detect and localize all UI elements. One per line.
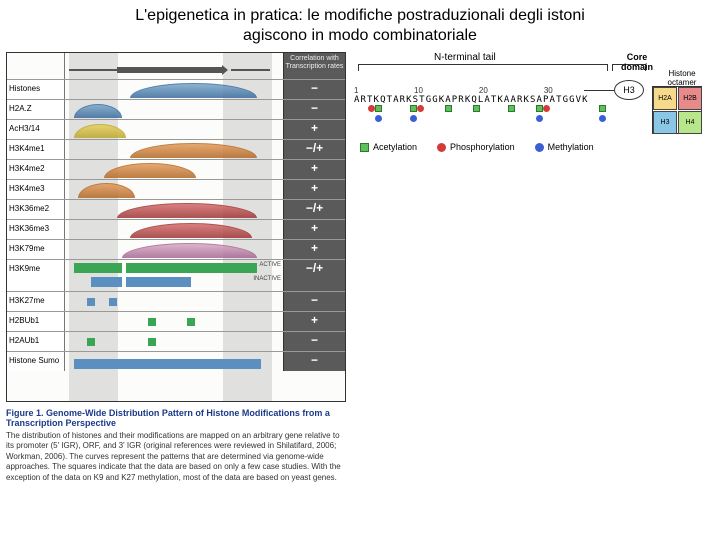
histone-tail-diagram: N-terminal tail Core domain Histone octa… <box>354 52 704 172</box>
h3-connector <box>584 90 614 91</box>
row-label: H2BUb1 <box>7 312 65 331</box>
row-label: AcH3/14 <box>7 120 65 139</box>
content: Correlation withTranscription rates Histo… <box>0 48 720 483</box>
figure-caption: Figure 1. Genome-Wide Distribution Patte… <box>6 408 346 483</box>
row-label: H2A.Z <box>7 100 65 119</box>
caption-title: Figure 1. Genome-Wide Distribution Patte… <box>6 408 346 428</box>
corr-value: −/+ <box>283 200 345 219</box>
right-panel: N-terminal tail Core domain Histone octa… <box>354 52 704 483</box>
aa-sequence: ARTKQTARKSTGGKAPRKQLATKAARKSAPATGGVK <box>354 95 614 105</box>
corr-value: + <box>283 312 345 331</box>
corr-value: + <box>283 220 345 239</box>
legend-item: Methylation <box>535 142 594 152</box>
row-label: H2AUb1 <box>7 332 65 351</box>
row-label: Histones <box>7 80 65 99</box>
octamer-cell: H2A <box>653 87 677 110</box>
corr-value: + <box>283 180 345 199</box>
row-label: H3K36me2 <box>7 200 65 219</box>
ntail-bracket <box>358 64 608 70</box>
row-label: H3K4me3 <box>7 180 65 199</box>
octamer-cell: H2B <box>678 87 702 110</box>
corr-value: + <box>283 160 345 179</box>
row-label: Histone Sumo <box>7 352 65 371</box>
page-title: L'epigenetica in pratica: le modifiche p… <box>0 0 720 48</box>
corr-value: − <box>283 332 345 351</box>
corr-value: + <box>283 120 345 139</box>
core-label: Core domain <box>612 52 662 72</box>
modification-legend: Acetylation Phosphorylation Methylation <box>360 142 594 152</box>
row-label: H3K4me1 <box>7 140 65 159</box>
row-label: H3K79me <box>7 240 65 259</box>
histone-octamer: H2AH2BH3H4 <box>652 86 702 134</box>
corr-value: − <box>283 292 345 311</box>
caption-body: The distribution of histones and their m… <box>6 431 346 483</box>
octamer-cell: H3 <box>653 111 677 134</box>
corr-value: − <box>283 352 345 371</box>
corr-header: Correlation withTranscription rates <box>283 53 345 79</box>
distribution-chart: Correlation withTranscription rates Histo… <box>6 52 346 402</box>
row-label: H3K9me <box>7 260 65 291</box>
title-line2: agiscono in modo combinatoriale <box>10 26 710 46</box>
octamer-label: Histone octamer <box>660 70 704 88</box>
corr-value: + <box>283 240 345 259</box>
legend-item: Acetylation <box>360 142 417 152</box>
row-label: H3K36me3 <box>7 220 65 239</box>
left-panel: Correlation withTranscription rates Histo… <box>6 52 346 483</box>
legend-item: Phosphorylation <box>437 142 515 152</box>
octamer-cell: H4 <box>678 111 702 134</box>
row-label: H3K27me <box>7 292 65 311</box>
corr-value: − <box>283 100 345 119</box>
corr-value: −/+ <box>283 260 345 291</box>
corr-value: − <box>283 80 345 99</box>
ntail-label: N-terminal tail <box>434 52 496 63</box>
row-label: H3K4me2 <box>7 160 65 179</box>
sequence-block: 1102030 ARTKQTARKSTGGKAPRKQLATKAARKSAPAT… <box>354 86 614 125</box>
corr-value: −/+ <box>283 140 345 159</box>
h3-ellipse: H3 <box>614 80 644 100</box>
title-line1: L'epigenetica in pratica: le modifiche p… <box>10 6 710 26</box>
